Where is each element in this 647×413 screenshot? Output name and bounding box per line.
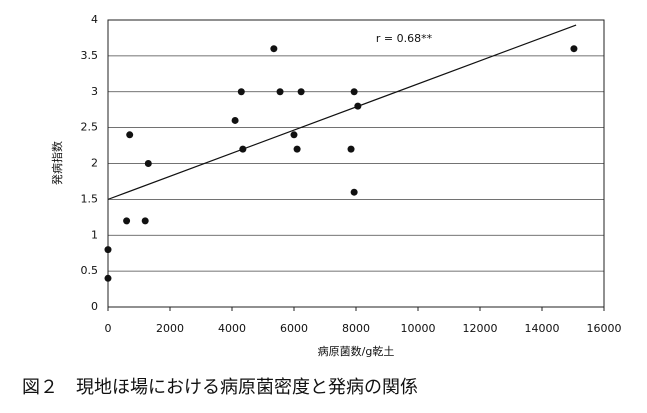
y-tick-label: 1.5 xyxy=(81,192,99,205)
x-tick-label: 0 xyxy=(105,322,112,335)
x-tick-label: 10000 xyxy=(401,322,436,335)
x-axis-label: 病原菌数/g乾土 xyxy=(318,344,395,358)
point xyxy=(276,88,284,96)
trendline xyxy=(107,24,577,200)
x-tick-label: 14000 xyxy=(525,322,560,335)
y-tick-label: 0.5 xyxy=(81,264,99,277)
point xyxy=(270,45,278,53)
point xyxy=(144,160,152,167)
x-tick-label: 12000 xyxy=(463,322,498,335)
y-tick-label: 2.5 xyxy=(81,121,99,134)
point xyxy=(126,131,134,139)
point xyxy=(293,145,301,153)
x-tick-label: 6000 xyxy=(280,322,308,335)
point xyxy=(104,246,112,254)
y-tick-label: 4 xyxy=(91,13,98,26)
point xyxy=(347,145,355,153)
caption: 図２ 現地ほ場における病原菌密度と発病の関係 xyxy=(22,377,418,398)
x-tick-label: 16000 xyxy=(587,322,622,335)
x-tick-label: 2000 xyxy=(156,322,184,335)
point xyxy=(290,131,298,139)
point xyxy=(350,88,358,96)
annotation: r = 0.68** xyxy=(376,32,433,45)
x-tick-label: 8000 xyxy=(342,322,370,335)
y-tick-label: 3 xyxy=(91,85,98,98)
point xyxy=(231,116,239,124)
y-tick-label: 1 xyxy=(91,228,98,241)
plot-frame xyxy=(107,19,605,308)
point xyxy=(104,274,112,282)
point xyxy=(237,88,245,96)
y-tick-label: 2 xyxy=(91,157,98,170)
x-tick-label: 4000 xyxy=(218,322,246,335)
y-tick-label: 3.5 xyxy=(81,49,99,62)
point xyxy=(141,217,149,225)
y-axis-label: 発病指数 xyxy=(50,141,64,185)
point xyxy=(570,45,578,53)
point xyxy=(123,217,131,225)
point xyxy=(297,88,305,96)
point xyxy=(350,188,358,196)
y-tick-label: 0 xyxy=(91,300,98,313)
